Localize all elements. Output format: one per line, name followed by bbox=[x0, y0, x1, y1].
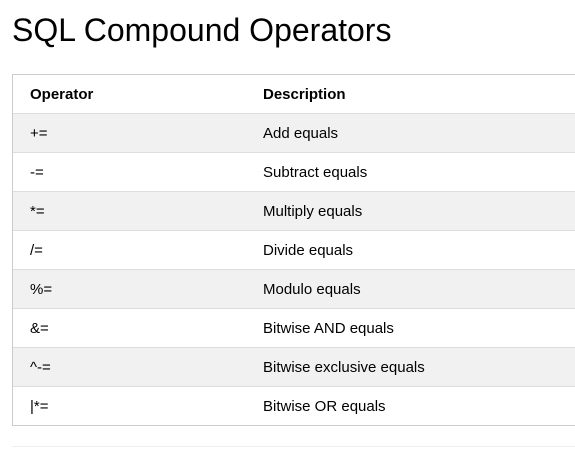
operator-cell: ^-= bbox=[30, 358, 51, 376]
operators-table-container: Operator Description += Add equals -= Su… bbox=[12, 74, 575, 426]
operator-cell: += bbox=[30, 124, 48, 142]
description-cell: Bitwise exclusive equals bbox=[263, 358, 425, 376]
table-row: %= Modulo equals bbox=[13, 269, 575, 309]
table-row: += Add equals bbox=[13, 113, 575, 153]
table-row: *= Multiply equals bbox=[13, 191, 575, 231]
page-title: SQL Compound Operators bbox=[12, 12, 392, 48]
operator-cell: |*= bbox=[30, 397, 49, 415]
description-cell: Modulo equals bbox=[263, 280, 361, 298]
table-row: -= Subtract equals bbox=[13, 152, 575, 192]
description-cell: Bitwise AND equals bbox=[263, 319, 394, 337]
operator-cell: -= bbox=[30, 163, 44, 181]
operator-cell: %= bbox=[30, 280, 53, 298]
table-header-row: Operator Description bbox=[13, 75, 575, 114]
description-cell: Subtract equals bbox=[263, 163, 368, 181]
description-cell: Add equals bbox=[263, 124, 339, 142]
table-row: ^-= Bitwise exclusive equals bbox=[13, 347, 575, 387]
operators-table: Operator Description += Add equals -= Su… bbox=[13, 75, 575, 425]
description-cell: Divide equals bbox=[263, 241, 354, 259]
operator-cell: *= bbox=[30, 202, 45, 220]
table-row: |*= Bitwise OR equals bbox=[13, 386, 575, 425]
bottom-divider bbox=[12, 446, 575, 447]
operator-cell: &= bbox=[30, 319, 49, 337]
description-column-header: Description bbox=[263, 85, 346, 103]
operator-column-header: Operator bbox=[30, 85, 94, 103]
table-row: &= Bitwise AND equals bbox=[13, 308, 575, 348]
description-cell: Bitwise OR equals bbox=[263, 397, 386, 415]
operator-cell: /= bbox=[30, 241, 43, 259]
table-row: /= Divide equals bbox=[13, 230, 575, 270]
description-cell: Multiply equals bbox=[263, 202, 363, 220]
